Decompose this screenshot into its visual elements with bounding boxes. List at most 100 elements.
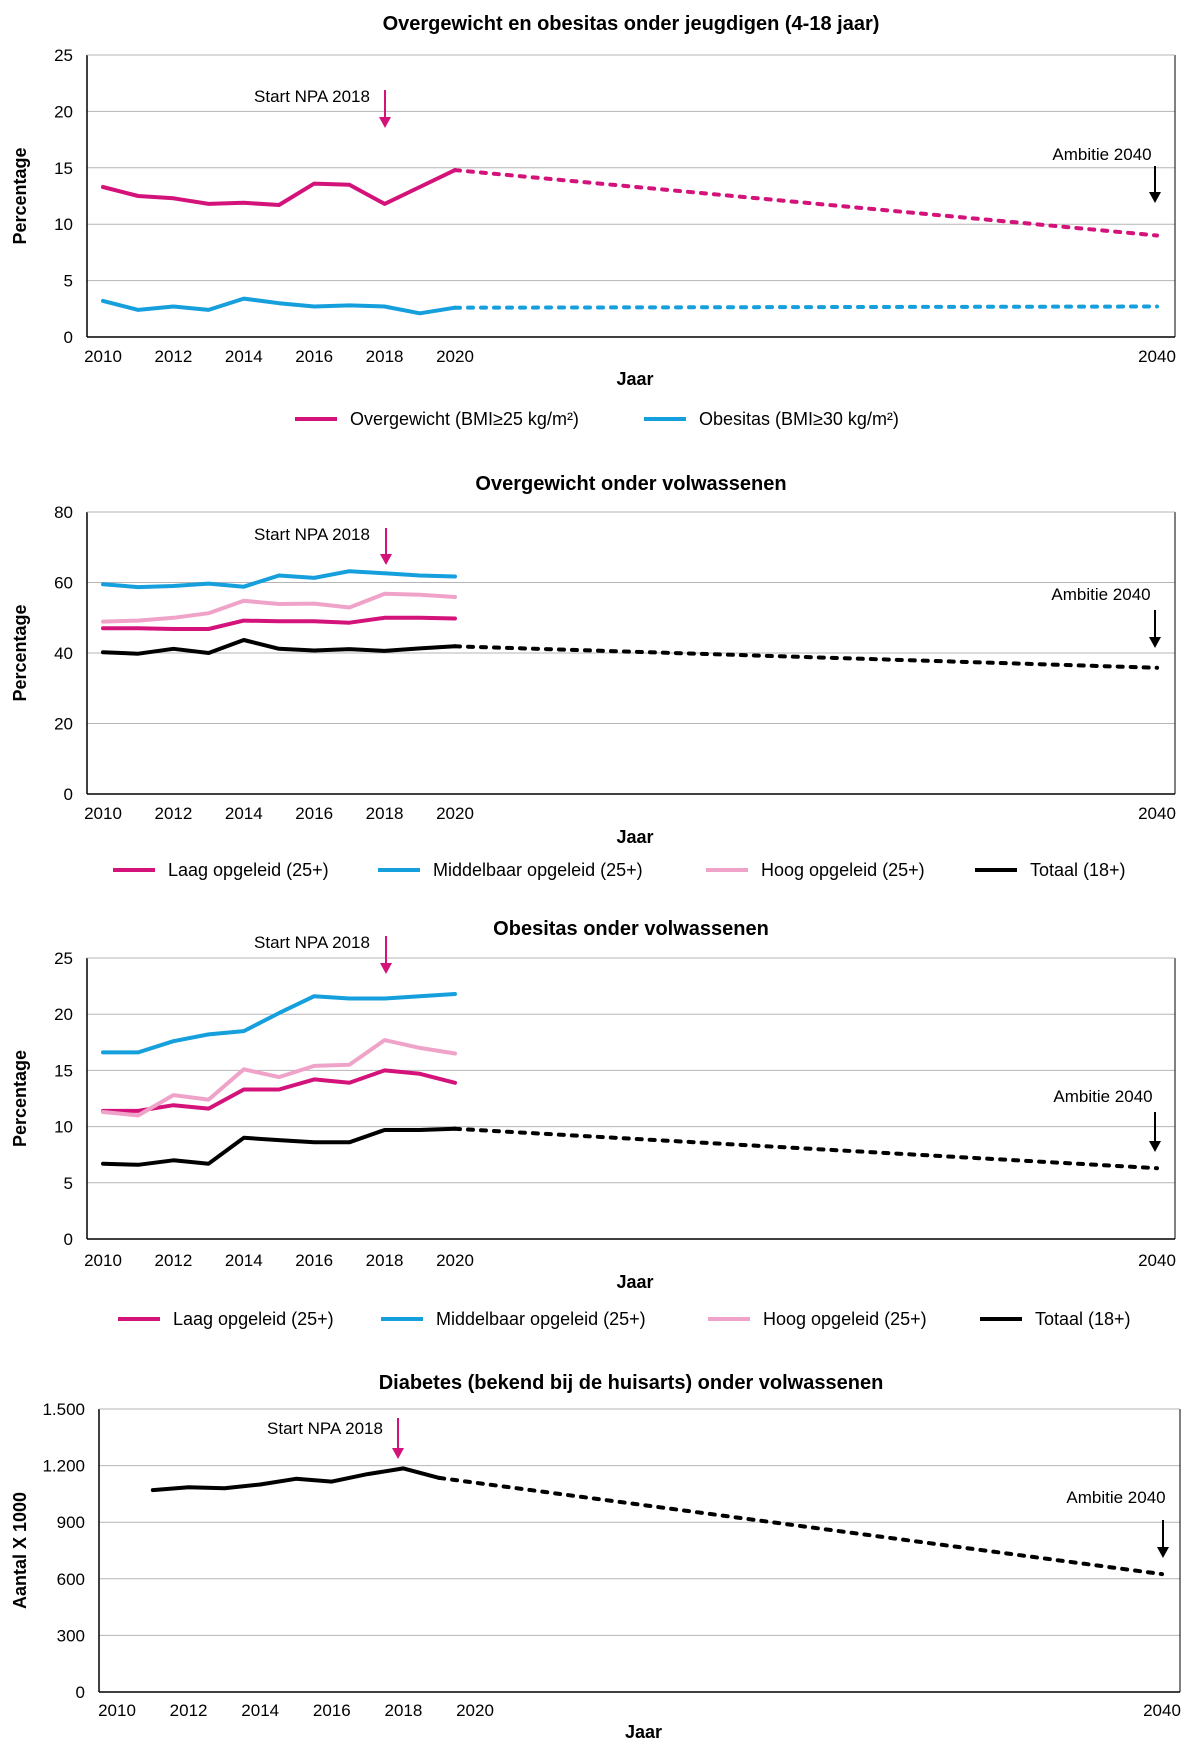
npa-arrow-icon xyxy=(379,117,391,128)
x-tick-label: 2014 xyxy=(241,1701,279,1720)
legend-label: Overgewicht (BMI≥25 kg/m²) xyxy=(350,409,579,429)
x-tick-label: 2020 xyxy=(456,1701,494,1720)
legend-item: Middelbaar opgeleid (25+) xyxy=(378,860,643,880)
legend-label: Middelbaar opgeleid (25+) xyxy=(436,1309,646,1329)
x-tick-label: 2012 xyxy=(154,347,192,366)
series-projection-1 xyxy=(453,168,1159,238)
y-tick-label: 300 xyxy=(57,1626,85,1645)
y-tick-label: 0 xyxy=(76,1683,85,1702)
y-tick-label: 15 xyxy=(54,159,73,178)
ambitie-arrow-icon xyxy=(1149,192,1161,203)
chart-title: Overgewicht onder volwassenen xyxy=(475,473,786,495)
x-tick-label: 2016 xyxy=(295,347,333,366)
legend-item: Hoog opgeleid (25+) xyxy=(708,1309,927,1329)
series-line-1 xyxy=(101,168,457,207)
annotation-start-npa: Start NPA 2018 xyxy=(254,933,370,952)
y-tick-label: 20 xyxy=(54,1005,73,1024)
x-axis-label: Jaar xyxy=(616,827,653,847)
y-tick-label: 0 xyxy=(64,785,73,804)
x-tick-label: 2040 xyxy=(1138,804,1176,823)
x-tick-label: 2018 xyxy=(366,804,404,823)
legend-item: Totaal (18+) xyxy=(980,1309,1131,1329)
y-tick-label: 600 xyxy=(57,1570,85,1589)
y-tick-label: 900 xyxy=(57,1513,85,1532)
chart-title: Overgewicht en obesitas onder jeugdigen … xyxy=(383,13,880,35)
x-axis-label: Jaar xyxy=(616,1272,653,1292)
x-tick-label: 2020 xyxy=(436,804,474,823)
y-tick-label: 1.500 xyxy=(42,1400,85,1419)
y-axis-label: Percentage xyxy=(10,604,30,701)
x-tick-label: 2018 xyxy=(384,1701,422,1720)
annotation-ambitie: Ambitie 2040 xyxy=(1053,1087,1152,1106)
y-tick-label: 25 xyxy=(54,46,73,65)
y-tick-label: 20 xyxy=(54,102,73,121)
legend-label: Middelbaar opgeleid (25+) xyxy=(433,860,643,880)
x-tick-label: 2040 xyxy=(1138,347,1176,366)
ambitie-arrow-icon xyxy=(1149,1141,1161,1152)
legend-item: Overgewicht (BMI≥25 kg/m²) xyxy=(295,409,579,429)
x-axis-label: Jaar xyxy=(616,369,653,389)
series-projection-4 xyxy=(453,644,1159,670)
chart-4: Diabetes (bekend bij de huisarts) onder … xyxy=(10,1372,1181,1742)
ambitie-arrow-icon xyxy=(1157,1547,1169,1558)
y-tick-label: 15 xyxy=(54,1061,73,1080)
x-tick-label: 2016 xyxy=(313,1701,351,1720)
annotation-start-npa: Start NPA 2018 xyxy=(254,87,370,106)
x-tick-label: 2018 xyxy=(366,347,404,366)
x-tick-label: 2040 xyxy=(1143,1701,1181,1720)
x-tick-label: 2010 xyxy=(84,347,122,366)
x-tick-label: 2020 xyxy=(436,1251,474,1270)
annotation-ambitie: Ambitie 2040 xyxy=(1066,1488,1165,1507)
x-tick-label: 2012 xyxy=(154,1251,192,1270)
y-tick-label: 0 xyxy=(64,1230,73,1249)
y-tick-label: 5 xyxy=(64,272,73,291)
x-tick-label: 2016 xyxy=(295,1251,333,1270)
x-tick-label: 2014 xyxy=(225,347,263,366)
y-tick-label: 10 xyxy=(54,215,73,234)
series-projection-2 xyxy=(453,304,1159,310)
annotation-ambitie: Ambitie 2040 xyxy=(1052,145,1151,164)
y-axis-label: Aantal X 1000 xyxy=(10,1492,30,1609)
x-tick-label: 2040 xyxy=(1138,1251,1176,1270)
y-tick-label: 25 xyxy=(54,949,73,968)
series-line-4 xyxy=(101,638,457,656)
legend-label: Laag opgeleid (25+) xyxy=(168,860,329,880)
y-tick-label: 40 xyxy=(54,644,73,663)
y-tick-label: 5 xyxy=(64,1174,73,1193)
series-line-1 xyxy=(150,1466,442,1493)
legend-item: Obesitas (BMI≥30 kg/m²) xyxy=(644,409,899,429)
series-line-2 xyxy=(101,992,457,1055)
series-line-1 xyxy=(101,615,457,631)
series-projection-4 xyxy=(453,1126,1159,1171)
legend-label: Laag opgeleid (25+) xyxy=(173,1309,334,1329)
legend-label: Obesitas (BMI≥30 kg/m²) xyxy=(699,409,899,429)
x-tick-label: 2010 xyxy=(98,1701,136,1720)
x-tick-label: 2020 xyxy=(436,347,474,366)
series-line-2 xyxy=(101,569,457,590)
x-tick-label: 2012 xyxy=(170,1701,208,1720)
series-line-4 xyxy=(101,1126,457,1167)
legend-label: Hoog opgeleid (25+) xyxy=(763,1309,927,1329)
legend-item: Hoog opgeleid (25+) xyxy=(706,860,925,880)
x-tick-label: 2016 xyxy=(295,804,333,823)
chart-1: Overgewicht en obesitas onder jeugdigen … xyxy=(10,13,1176,429)
y-tick-label: 60 xyxy=(54,574,73,593)
x-tick-label: 2014 xyxy=(225,804,263,823)
annotation-start-npa: Start NPA 2018 xyxy=(267,1419,383,1438)
legend-label: Totaal (18+) xyxy=(1035,1309,1131,1329)
legend-item: Totaal (18+) xyxy=(975,860,1126,880)
y-tick-label: 20 xyxy=(54,715,73,734)
chart-title: Diabetes (bekend bij de huisarts) onder … xyxy=(379,1372,884,1394)
series-line-1 xyxy=(101,1068,457,1113)
legend-label: Totaal (18+) xyxy=(1030,860,1126,880)
chart-title: Obesitas onder volwassenen xyxy=(493,918,769,940)
y-tick-label: 10 xyxy=(54,1118,73,1137)
annotation-ambitie: Ambitie 2040 xyxy=(1051,585,1150,604)
y-tick-label: 0 xyxy=(64,328,73,347)
x-tick-label: 2010 xyxy=(84,804,122,823)
y-axis-label: Percentage xyxy=(10,1050,30,1147)
y-tick-label: 80 xyxy=(54,503,73,522)
x-tick-label: 2014 xyxy=(225,1251,263,1270)
